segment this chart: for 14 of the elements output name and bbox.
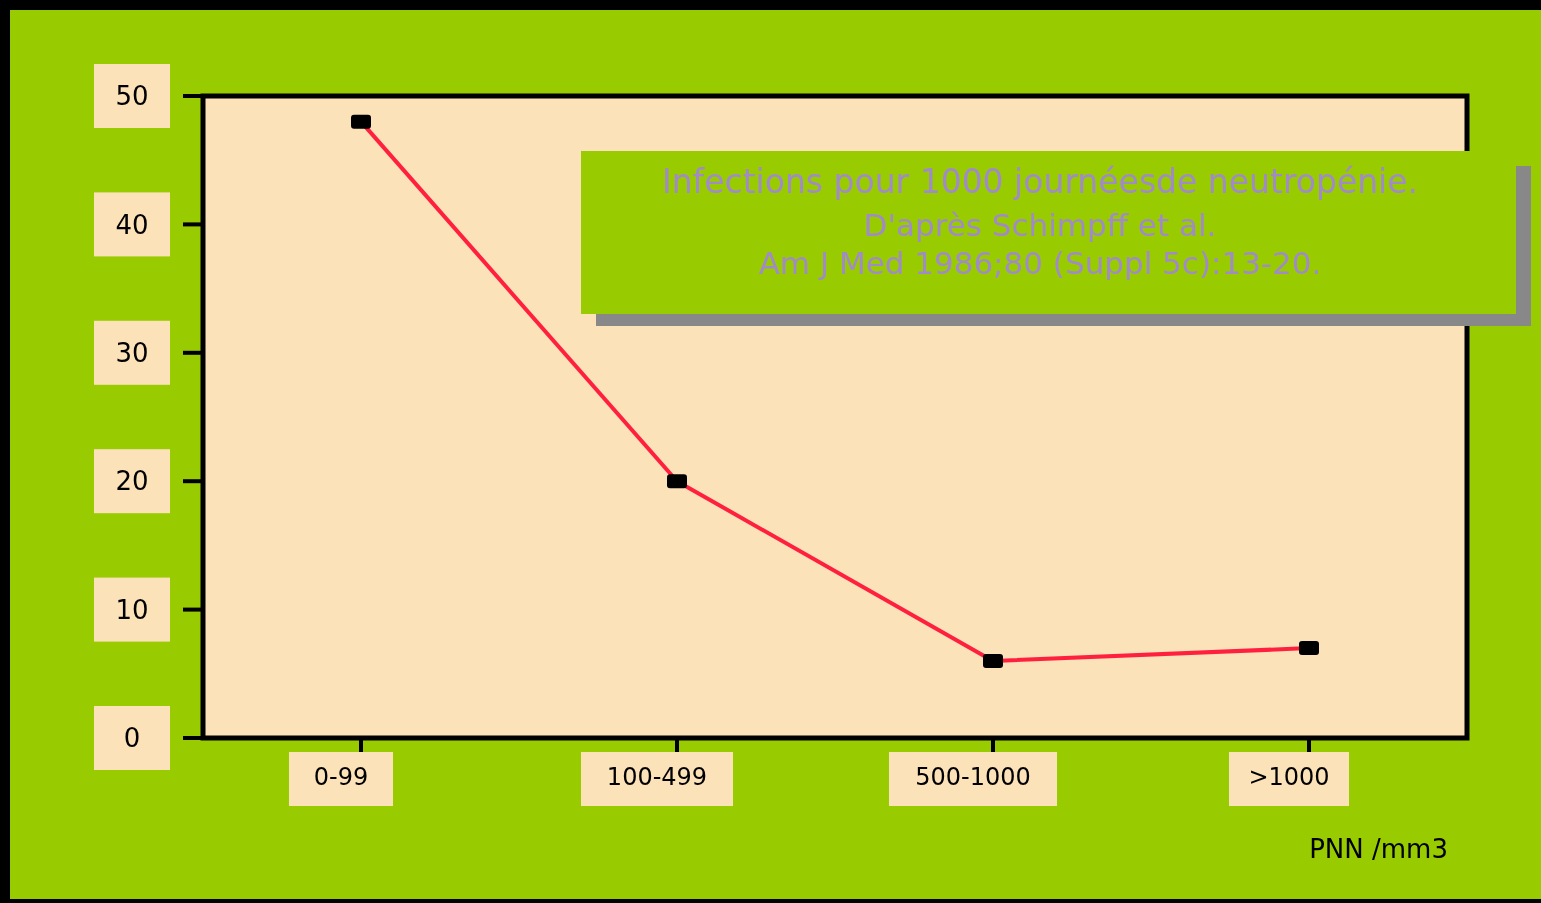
annotation: Am J Med 1986;80 (Suppl 5c):13-20. <box>758 244 1322 281</box>
y-tick-label: 10 <box>115 594 149 625</box>
y-tick-label: 20 <box>115 466 149 497</box>
y-tick-label: 30 <box>115 337 149 368</box>
y-tick-label: 40 <box>115 209 149 240</box>
annotation: D'après Schimpff et al. <box>863 206 1217 243</box>
y-tick-label: 0 <box>123 723 141 754</box>
x-tick-label: >1000 <box>1248 763 1330 792</box>
x-tick-label: 500-1000 <box>915 763 1031 792</box>
y-tick-label: 50 <box>115 81 149 112</box>
x-tick-label: 100-499 <box>606 763 708 792</box>
text: Infections pour 1000 journéesde neutropénie. <box>661 161 1419 201</box>
x-tick-label: 0-99 <box>313 763 369 792</box>
x-axis-title: PNN /mm3 <box>1309 834 1448 865</box>
